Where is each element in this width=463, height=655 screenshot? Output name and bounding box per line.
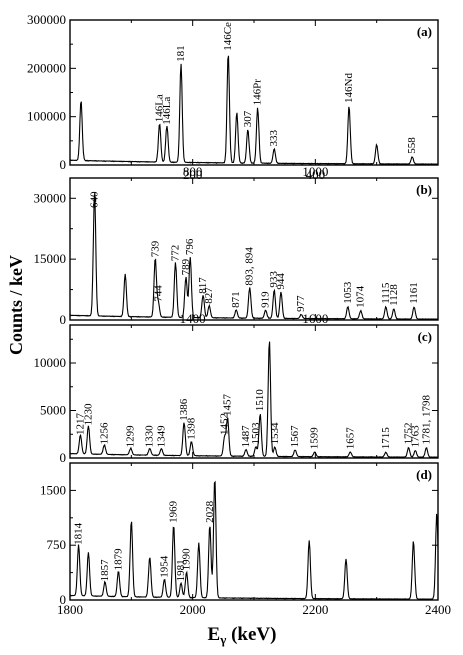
peak-label: 1386 [178,398,190,421]
y-tick-label: 0 [60,312,67,327]
peak-label: 2028 [204,500,216,523]
peak-label: 181 [175,45,187,62]
peak-label: 893, 894 [244,247,256,286]
peak-label: 817 [197,277,209,294]
y-tick-label: 5000 [40,403,66,418]
peak-label: 146Pr [252,79,264,106]
peak-label: 1074 [355,285,367,308]
peak-label: 1457 [222,394,234,417]
peak-label: 871 [230,291,242,308]
y-tick-label: 200000 [27,60,66,75]
x-tick-label: 1000 [302,164,328,179]
peak-label: 1299 [125,425,137,448]
panel-d: 0 750 1500 1800 2000 2200 2400 1814 1857 1879 1954… [40,462,451,617]
peak-label: 1981 [175,559,187,581]
peak-label: 333 [268,130,280,147]
peak-label: 1752 [403,423,415,445]
peak-label: 146Ce [222,22,234,51]
y-tick-label: 30000 [34,190,67,205]
y-tick-label: 0 [60,450,67,465]
peak-label: 944 [275,273,287,290]
peak-label: 977 [295,295,307,312]
panel-letter: (b) [416,182,432,197]
peak-label: 1217 [74,413,86,436]
peak-label: 307 [242,110,254,127]
peak-label: 1814 [73,522,85,545]
peak-label: 827 [203,287,215,304]
peak-label: 1398 [185,417,197,440]
y-axis-label: Counts / keV [6,255,26,355]
peak-label: 1128 [388,284,400,306]
spectrum-line [69,55,439,166]
peak-label: 1781, 1798 [420,395,432,445]
y-tick-label: 100000 [27,109,66,124]
peak-label: 796 [184,238,196,255]
peak-label: 1534 [269,422,281,445]
peak-label: 739 [149,240,161,257]
peak-label: 1161 [408,282,420,304]
peak-label: 1599 [309,427,321,450]
peak-label: 1503 [250,422,262,445]
peak-label: 146La [154,94,166,122]
peak-label: 1053 [342,281,354,304]
peak-label: 1330 [144,425,156,448]
peak-label: 1969 [168,500,180,523]
panel-letter: (a) [417,24,432,39]
spectrum-line [69,192,439,321]
peak-label: 1990 [181,548,193,571]
peak-label: 789 [180,258,192,275]
peak-label: 1567 [289,425,301,448]
peak-label: 146La [161,97,173,125]
x-axis-label-subscript: γ [219,632,226,647]
y-tick-label: 300000 [27,12,66,27]
x-tick-label: 2000 [180,602,206,617]
peak-label: 1857 [99,559,111,582]
y-tick-label: 0 [60,592,67,607]
x-tick-label: 2400 [425,602,451,617]
peak-label: 1763 [409,425,421,448]
panel-letter: (c) [418,329,432,344]
y-tick-label: 1500 [40,482,66,497]
peak-label: 558 [406,137,418,154]
y-tick-label: 15000 [34,251,67,266]
peak-label: 933 [268,271,280,288]
panel-letter: (d) [416,467,432,482]
spectrum-line [69,341,439,459]
peak-label: 1510 [254,389,266,412]
y-tick-label: 10000 [34,355,67,370]
x-tick-label: 1800 [57,602,83,617]
spectrum-line [69,480,439,601]
peak-label: 1657 [344,427,356,450]
panel-frame [69,462,439,601]
peak-label: 640 [89,191,101,208]
x-axis-label-main: E [208,624,221,645]
peak-label: 1487 [240,425,252,448]
peak-label: 744 [152,285,164,302]
peak-label: 1349 [155,425,167,448]
peak-label: 1230 [82,403,94,426]
y-tick-label: 0 [60,157,67,172]
peak-label: 1256 [98,422,110,445]
peak-label: 1715 [380,427,392,450]
x-tick-label: 1600 [302,311,328,326]
peak-label: 919 [260,291,272,308]
peak-label: 146Nd [343,73,355,103]
peak-label: 1115 [380,282,392,304]
x-axis-label-unit: (keV) [226,624,276,645]
x-tick-label: 1400 [180,311,206,326]
peak-label: 1879 [113,548,125,571]
y-tick-label: 750 [47,537,67,552]
peak-label: 772 [170,245,182,262]
x-tick-label: 800 [183,164,203,179]
peak-label: 1452 [219,413,231,435]
x-tick-label: 2200 [302,602,328,617]
x-axis-label: Eγ (keV) [208,624,277,647]
peak-label: 1954 [159,555,171,578]
